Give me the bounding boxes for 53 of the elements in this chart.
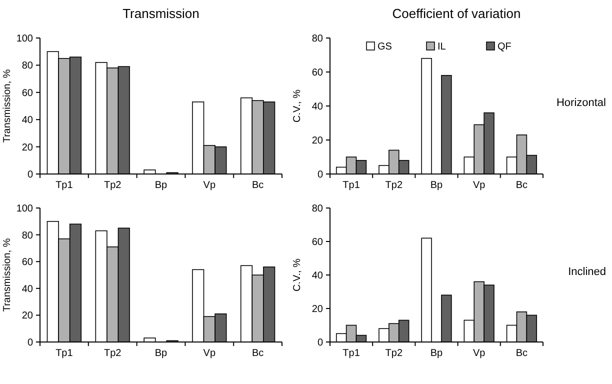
x-tick-label: Bc xyxy=(252,348,264,359)
y-axis-title: C.V., % xyxy=(292,258,303,292)
y-tick-label: 20 xyxy=(22,142,34,154)
y-tick-label: 40 xyxy=(22,284,34,295)
x-tick-label: Vp xyxy=(203,180,216,191)
x-tick-label: Bp xyxy=(154,348,168,359)
y-tick-label: 100 xyxy=(16,34,34,44)
y-tick-label: 80 xyxy=(312,34,324,44)
x-tick-label: Tp2 xyxy=(385,180,403,191)
y-tick-label: 60 xyxy=(312,237,324,248)
text: Inclined xyxy=(568,266,606,278)
chart-title: Transmission xyxy=(122,6,200,21)
y-tick-label: 0 xyxy=(317,170,324,180)
x-tick-label: Vp xyxy=(203,348,216,359)
y-tick-label: 20 xyxy=(312,304,324,315)
y-tick-label: 80 xyxy=(312,204,324,214)
y-tick-label: 0 xyxy=(27,170,34,180)
x-tick-label: Bp xyxy=(430,180,444,191)
x-tick-label: Tp1 xyxy=(56,348,74,359)
x-tick-label: Bp xyxy=(430,348,444,359)
chart-title: Coefficient of variation xyxy=(392,6,521,21)
legend-label: IL xyxy=(438,42,446,52)
x-tick-label: Vp xyxy=(472,180,486,191)
y-tick-label: 60 xyxy=(312,68,324,78)
y-tick-label: 100 xyxy=(16,204,34,214)
y-axis-title: Transmission, % xyxy=(2,238,13,312)
y-tick-label: 40 xyxy=(312,270,324,282)
text: Horizontal xyxy=(556,97,606,109)
x-tick-label: Tp2 xyxy=(104,348,122,359)
x-tick-label: Tp2 xyxy=(104,180,122,191)
legend-label: QF xyxy=(498,42,512,52)
y-axis-title: Transmission, % xyxy=(2,69,13,143)
x-tick-label: Tp2 xyxy=(385,348,403,359)
x-tick-label: Tp1 xyxy=(342,348,360,359)
legend-label: GS xyxy=(378,42,392,52)
y-tick-label: 0 xyxy=(317,338,324,348)
x-tick-label: Tp1 xyxy=(342,180,360,191)
y-tick-label: 80 xyxy=(22,60,34,72)
y-tick-label: 20 xyxy=(312,136,324,146)
x-tick-label: Bc xyxy=(516,180,528,191)
y-axis-title: C.V., % xyxy=(292,89,303,122)
x-tick-label: Bp xyxy=(154,180,168,191)
x-tick-label: Vp xyxy=(472,348,486,359)
y-tick-label: 40 xyxy=(22,115,34,126)
y-tick-label: 60 xyxy=(22,257,34,268)
y-tick-label: 20 xyxy=(22,310,34,322)
y-tick-label: 40 xyxy=(312,102,324,112)
x-tick-label: Bc xyxy=(252,180,264,191)
y-tick-label: 60 xyxy=(22,88,34,99)
y-tick-label: 80 xyxy=(22,230,34,242)
x-tick-label: Bc xyxy=(516,348,528,359)
x-tick-label: Tp1 xyxy=(56,180,74,191)
y-tick-label: 0 xyxy=(27,338,34,348)
